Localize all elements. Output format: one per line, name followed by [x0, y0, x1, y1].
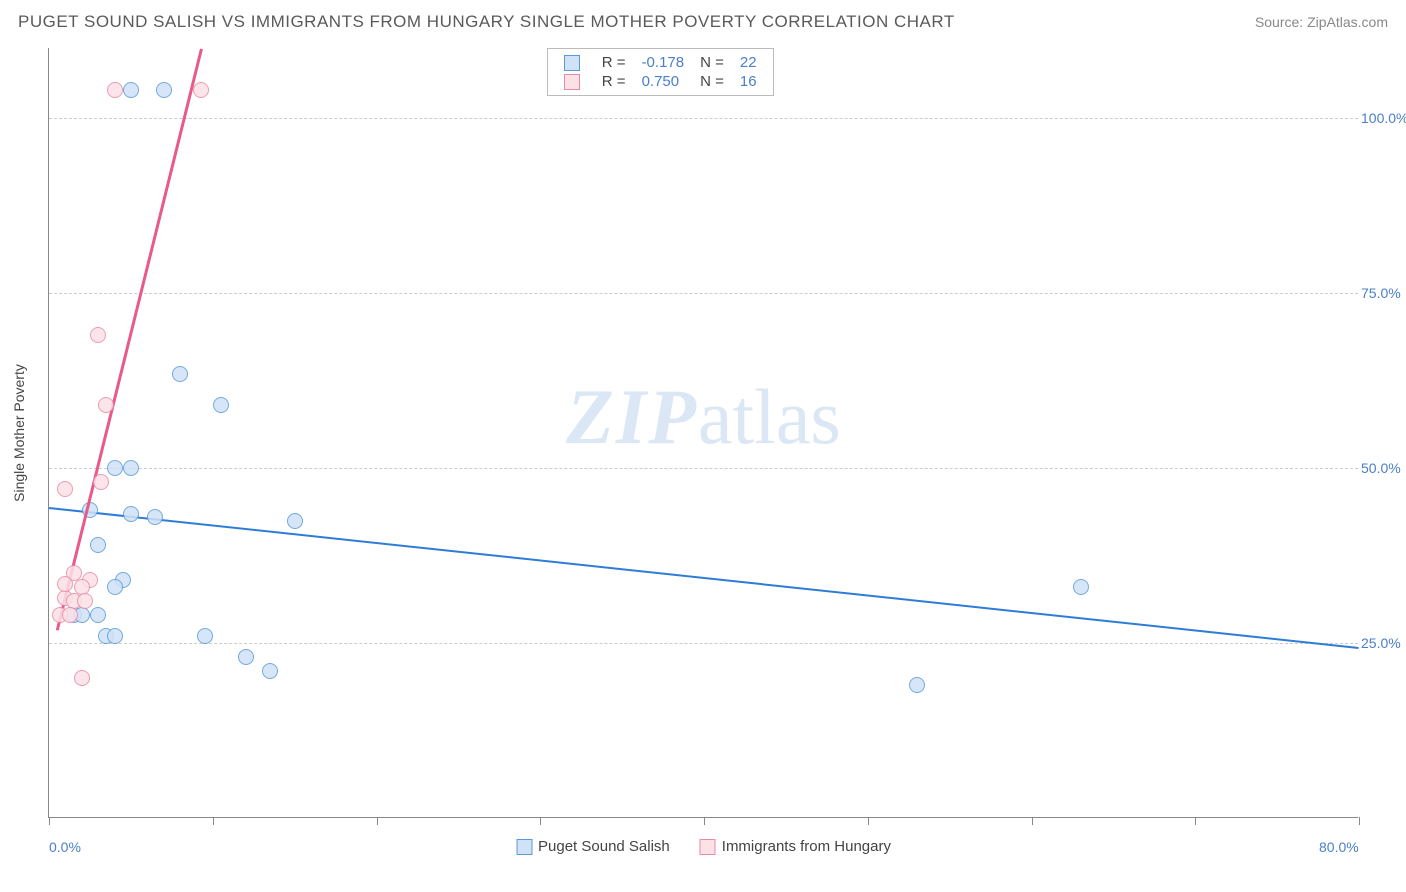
data-point	[238, 649, 254, 665]
legend-item: Puget Sound Salish	[516, 838, 670, 855]
data-point	[156, 82, 172, 98]
data-point	[77, 593, 93, 609]
n-label: N =	[692, 72, 732, 91]
x-tick	[540, 817, 541, 825]
series-swatch	[564, 74, 580, 90]
data-point	[90, 607, 106, 623]
y-tick-label: 75.0%	[1361, 285, 1401, 301]
data-point	[909, 677, 925, 693]
data-point	[123, 460, 139, 476]
gridline-h	[49, 643, 1358, 644]
data-point	[262, 663, 278, 679]
series-swatch	[516, 839, 532, 855]
data-point	[57, 481, 73, 497]
data-point	[123, 82, 139, 98]
swatch-cell	[556, 53, 594, 72]
data-point	[107, 460, 123, 476]
x-tick	[1032, 817, 1033, 825]
stats-row: R =0.750N =16	[556, 72, 765, 91]
data-point	[107, 82, 123, 98]
data-point	[90, 327, 106, 343]
data-point	[193, 82, 209, 98]
data-point	[62, 607, 78, 623]
data-point	[98, 397, 114, 413]
data-point	[74, 670, 90, 686]
series-swatch	[564, 55, 580, 71]
r-value: -0.178	[634, 53, 693, 72]
gridline-h	[49, 293, 1358, 294]
x-tick	[704, 817, 705, 825]
data-point	[57, 576, 73, 592]
watermark-bold: ZIP	[566, 373, 698, 460]
trend-line	[49, 507, 1359, 649]
x-tick	[377, 817, 378, 825]
y-tick-label: 100.0%	[1361, 110, 1406, 126]
y-axis-title: Single Mother Poverty	[11, 364, 27, 502]
data-point	[197, 628, 213, 644]
data-point	[213, 397, 229, 413]
data-point	[107, 628, 123, 644]
x-tick-label: 80.0%	[1319, 839, 1359, 855]
data-point	[287, 513, 303, 529]
legend-label: Immigrants from Hungary	[722, 838, 891, 855]
correlation-stats-box: R =-0.178N =22R =0.750N =16	[547, 48, 774, 96]
legend-item: Immigrants from Hungary	[700, 838, 891, 855]
series-legend: Puget Sound Salish Immigrants from Hungar…	[516, 838, 891, 855]
chart-container: PUGET SOUND SALISH VS IMMIGRANTS FROM HU…	[0, 0, 1406, 892]
n-value: 22	[732, 53, 765, 72]
r-label: R =	[594, 72, 634, 91]
legend-label: Puget Sound Salish	[538, 838, 670, 855]
r-label: R =	[594, 53, 634, 72]
gridline-h	[49, 118, 1358, 119]
series-swatch	[700, 839, 716, 855]
source-label: Source: ZipAtlas.com	[1255, 14, 1388, 30]
x-tick	[1195, 817, 1196, 825]
data-point	[1073, 579, 1089, 595]
trend-line	[56, 49, 203, 631]
stats-row: R =-0.178N =22	[556, 53, 765, 72]
data-point	[172, 366, 188, 382]
data-point	[107, 579, 123, 595]
title-row: PUGET SOUND SALISH VS IMMIGRANTS FROM HU…	[18, 12, 1388, 32]
watermark-rest: atlas	[698, 373, 841, 460]
stats-table: R =-0.178N =22R =0.750N =16	[556, 53, 765, 91]
gridline-h	[49, 468, 1358, 469]
y-tick-label: 50.0%	[1361, 460, 1401, 476]
x-tick	[1359, 817, 1360, 825]
r-value: 0.750	[634, 72, 693, 91]
data-point	[93, 474, 109, 490]
n-value: 16	[732, 72, 765, 91]
data-point	[123, 506, 139, 522]
x-tick	[868, 817, 869, 825]
watermark: ZIPatlas	[566, 372, 841, 462]
plot-area: ZIPatlas Single Mother Poverty R =-0.178…	[48, 48, 1358, 818]
swatch-cell	[556, 72, 594, 91]
n-label: N =	[692, 53, 732, 72]
chart-title: PUGET SOUND SALISH VS IMMIGRANTS FROM HU…	[18, 12, 955, 32]
x-tick	[213, 817, 214, 825]
y-tick-label: 25.0%	[1361, 635, 1401, 651]
data-point	[90, 537, 106, 553]
data-point	[147, 509, 163, 525]
x-tick	[49, 817, 50, 825]
x-tick-label: 0.0%	[49, 839, 81, 855]
